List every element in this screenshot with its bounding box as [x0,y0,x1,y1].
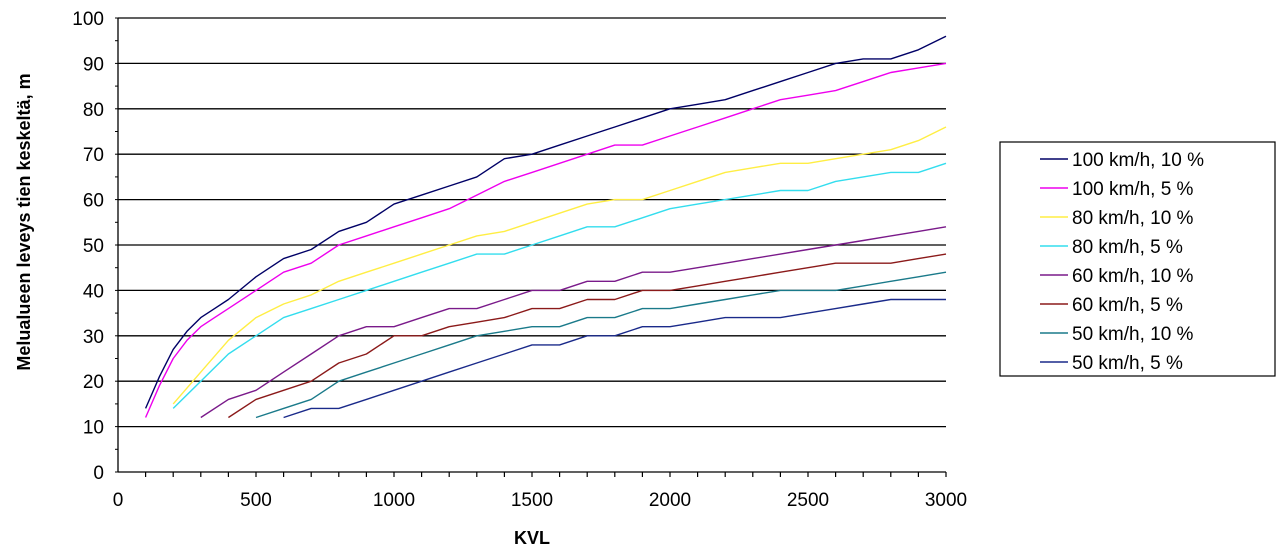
x-tick-label: 3000 [925,490,967,511]
series-line-4 [200,226,947,419]
series-line-6 [255,271,947,419]
axes [115,17,947,477]
y-tick-label: 10 [83,418,104,439]
legend-label: 80 km/h, 5 % [1072,237,1183,258]
y-tick-label: 80 [83,100,104,121]
y-tick-label: 0 [93,463,104,484]
y-tick-label: 50 [83,236,104,257]
x-tick-label: 1000 [373,490,415,511]
legend-label: 50 km/h, 5 % [1072,353,1183,374]
x-tick-label: 2000 [649,490,691,511]
legend-label: 60 km/h, 5 % [1072,295,1183,316]
legend-label: 80 km/h, 10 % [1072,208,1194,229]
y-tick-label: 30 [83,327,104,348]
y-tick-label: 60 [83,191,104,212]
y-tick-label: 100 [72,9,104,30]
x-tick-label: 1500 [511,490,553,511]
series-line-3 [172,162,947,409]
y-tick-label: 70 [83,145,104,166]
legend-label: 100 km/h, 5 % [1072,179,1194,200]
x-tick-label: 500 [240,490,272,511]
x-axis-title: KVL [514,528,550,548]
y-axis-title: Melualueen leveys tien keskeltä, m [14,73,34,370]
legend: 100 km/h, 10 % 100 km/h, 5 % 80 km/h, 10 %… [999,141,1276,377]
x-tick-label: 2500 [787,490,829,511]
series-line-7 [283,298,946,419]
series-line-1 [144,62,947,418]
y-tick-label: 40 [83,281,104,302]
legend-label: 100 km/h, 10 % [1072,150,1204,171]
series-lines [144,35,947,419]
legend-box [999,141,1276,377]
x-tick-label: 0 [113,490,124,511]
legend-label: 50 km/h, 10 % [1072,324,1194,345]
legend-label: 60 km/h, 10 % [1072,266,1194,287]
series-line-5 [228,253,947,419]
y-tick-label: 20 [83,372,104,393]
y-tick-label: 90 [83,54,104,75]
series-line-2 [172,126,947,405]
series-line-0 [144,35,947,409]
